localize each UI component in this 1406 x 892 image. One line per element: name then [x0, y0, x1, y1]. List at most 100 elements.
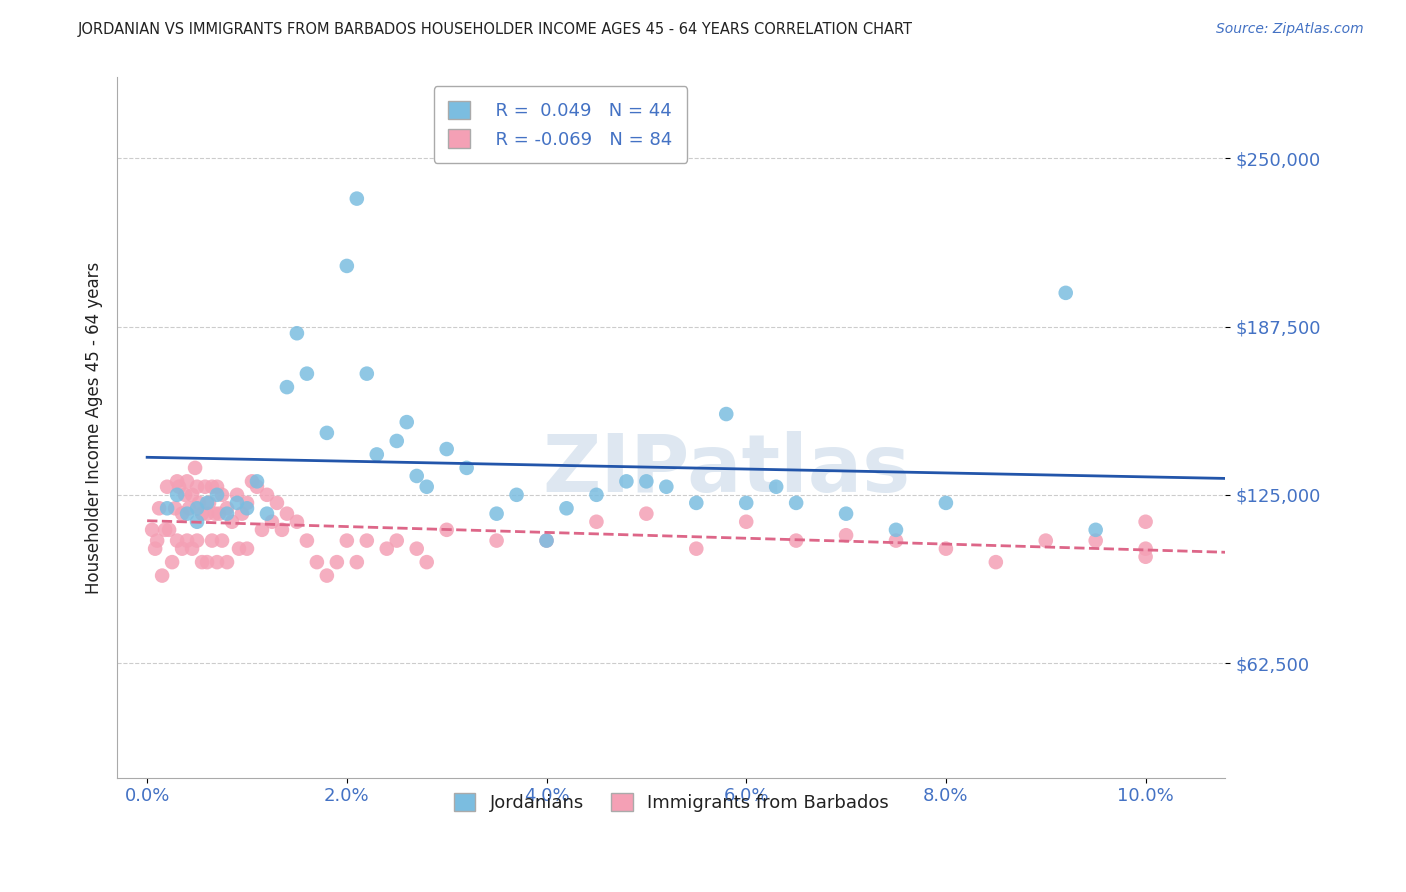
Point: [186, 501, 208, 516]
Legend: Jordanians, Immigrants from Barbados: Jordanians, Immigrants from Barbados: [441, 780, 901, 824]
Point: [356, 367, 378, 381]
Point: [215, 507, 238, 521]
Point: [246, 480, 269, 494]
Point: [215, 555, 238, 569]
Point: [1135, 515, 1157, 529]
Point: [205, 488, 228, 502]
Point: [735, 515, 758, 529]
Point: [186, 480, 208, 494]
Point: [188, 496, 211, 510]
Point: [211, 533, 233, 548]
Point: [172, 541, 194, 556]
Point: [266, 496, 288, 510]
Point: [246, 475, 269, 489]
Point: [194, 480, 217, 494]
Point: [156, 480, 179, 494]
Point: [205, 480, 228, 494]
Point: [655, 480, 678, 494]
Point: [181, 541, 204, 556]
Point: [160, 555, 183, 569]
Point: [181, 488, 204, 502]
Y-axis label: Householder Income Ages 45 - 64 years: Householder Income Ages 45 - 64 years: [86, 261, 103, 593]
Point: [215, 501, 238, 516]
Point: [385, 434, 408, 448]
Text: Source: ZipAtlas.com: Source: ZipAtlas.com: [1216, 22, 1364, 37]
Point: [356, 533, 378, 548]
Text: ZIPatlas: ZIPatlas: [543, 431, 911, 508]
Point: [485, 533, 508, 548]
Point: [405, 541, 427, 556]
Point: [585, 488, 607, 502]
Text: JORDANIAN VS IMMIGRANTS FROM BARBADOS HOUSEHOLDER INCOME AGES 45 - 64 YEARS CORR: JORDANIAN VS IMMIGRANTS FROM BARBADOS HO…: [77, 22, 912, 37]
Point: [167, 480, 190, 494]
Point: [201, 480, 224, 494]
Point: [260, 515, 283, 529]
Point: [685, 496, 707, 510]
Point: [226, 488, 249, 502]
Point: [326, 555, 349, 569]
Point: [884, 533, 907, 548]
Point: [835, 528, 858, 542]
Point: [346, 555, 368, 569]
Point: [172, 507, 194, 521]
Point: [536, 533, 558, 548]
Point: [186, 515, 208, 529]
Point: [555, 501, 578, 516]
Point: [505, 488, 527, 502]
Point: [204, 507, 226, 521]
Point: [184, 461, 207, 475]
Point: [186, 533, 208, 548]
Point: [336, 259, 359, 273]
Point: [191, 507, 214, 521]
Point: [585, 515, 607, 529]
Point: [375, 541, 398, 556]
Point: [195, 555, 218, 569]
Point: [221, 515, 243, 529]
Point: [208, 507, 231, 521]
Point: [1054, 285, 1077, 300]
Point: [735, 496, 758, 510]
Point: [236, 496, 259, 510]
Point: [205, 555, 228, 569]
Point: [436, 523, 458, 537]
Point: [231, 507, 253, 521]
Point: [785, 496, 807, 510]
Point: [146, 533, 169, 548]
Point: [256, 488, 278, 502]
Point: [536, 533, 558, 548]
Point: [835, 507, 858, 521]
Point: [935, 496, 957, 510]
Point: [785, 533, 807, 548]
Point: [166, 475, 188, 489]
Point: [1084, 533, 1107, 548]
Point: [485, 507, 508, 521]
Point: [148, 501, 170, 516]
Point: [250, 523, 273, 537]
Point: [240, 475, 263, 489]
Point: [385, 533, 408, 548]
Point: [616, 475, 638, 489]
Point: [436, 442, 458, 456]
Point: [153, 523, 176, 537]
Point: [176, 475, 198, 489]
Point: [336, 533, 359, 548]
Point: [150, 568, 173, 582]
Point: [165, 501, 187, 516]
Point: [295, 533, 318, 548]
Point: [177, 501, 200, 516]
Point: [636, 507, 658, 521]
Point: [415, 480, 437, 494]
Point: [157, 523, 180, 537]
Point: [366, 447, 388, 461]
Point: [276, 507, 298, 521]
Point: [636, 475, 658, 489]
Point: [166, 533, 188, 548]
Point: [143, 541, 166, 556]
Point: [166, 488, 188, 502]
Point: [405, 469, 427, 483]
Point: [236, 501, 259, 516]
Point: [395, 415, 418, 429]
Point: [884, 523, 907, 537]
Point: [285, 515, 308, 529]
Point: [315, 425, 337, 440]
